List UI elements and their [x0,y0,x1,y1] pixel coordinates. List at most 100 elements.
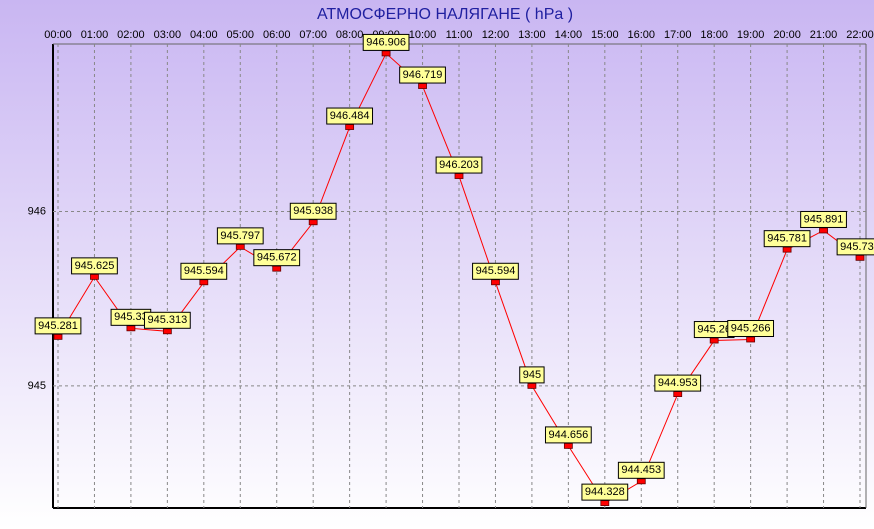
value-label-text: 945.281 [38,320,78,332]
x-tick-label: 06:00 [263,29,291,41]
value-label: 945.625 [71,257,118,275]
point-marker [527,382,537,389]
value-label-box [289,202,337,220]
x-tick-label: 10:00 [409,29,437,41]
point-marker [272,265,282,272]
value-label-text: 945.594 [476,265,516,277]
x-tick-label: 11:00 [446,29,473,41]
x-tick-label: 02:00 [117,29,145,41]
point-marker [600,500,610,507]
x-tick-label: 04:00 [190,29,218,41]
value-label-text: 945.891 [804,213,844,225]
point-marker [454,173,464,179]
x-tick-label: 07:00 [299,29,327,41]
value-label-box [519,366,545,384]
point-marker [308,219,318,226]
value-label-box [435,156,483,174]
value-label-text: 945.781 [767,233,807,245]
value-label-box [180,262,228,280]
x-tick-label: 03:00 [154,29,182,41]
value-label-box [544,426,592,444]
value-label: 945.266 [727,319,775,337]
point-marker [199,279,209,286]
value-label-box [216,227,264,245]
point-marker [673,391,683,397]
x-tick-label: 21:00 [810,29,838,41]
point-marker [90,273,99,280]
value-label: 945.594 [180,262,228,280]
value-label: 944.453 [617,461,665,479]
value-label: 946.484 [326,107,374,125]
point-marker [491,279,500,286]
value-label-box [727,319,775,337]
value-label-box [399,66,446,84]
value-label-text: 945.594 [184,265,224,277]
point-marker [162,328,172,335]
value-label-box [34,317,82,335]
value-label-text: 945.797 [220,230,260,242]
value-label: 945.781 [763,230,811,248]
value-label-text: 945.938 [293,205,333,217]
x-tick-label: 01:00 [81,29,109,41]
value-label-box [71,257,118,275]
value-label: 946.906 [362,33,410,51]
value-label-box [472,262,519,280]
point-marker [235,243,245,250]
y-tick-label: 945 [28,380,46,392]
value-label: 945.891 [800,210,847,228]
value-label-text: 945.734 [840,241,874,253]
x-tick-label: 15:00 [591,29,619,41]
value-label-text: 946.719 [403,69,443,81]
value-label: 945.672 [253,249,301,267]
value-label: 945.734 [836,238,874,256]
x-tick-label: 19:00 [737,29,765,41]
value-label-box [763,230,811,248]
point-marker [381,50,391,57]
x-tick-label: 20:00 [773,29,801,41]
value-label-text: 946.906 [366,36,406,48]
value-label-box [836,238,874,256]
value-label-box [654,374,702,392]
value-label: 946.719 [399,66,446,84]
value-label-text: 944.328 [585,486,625,498]
x-tick-label: 17:00 [664,29,692,41]
point-marker [53,333,63,340]
point-marker [563,443,573,449]
value-label: 944.328 [581,483,629,501]
value-label-text: 945 [523,369,541,381]
value-label: 946.203 [435,156,483,174]
value-label: 945.281 [34,317,82,335]
value-label: 945 [519,366,545,384]
point-marker [418,83,427,89]
x-tick-label: 05:00 [227,29,255,41]
point-marker [819,227,828,234]
value-label-text: 946.484 [330,110,370,122]
x-tick-label: 14:00 [555,29,583,41]
value-label: 945.797 [216,227,264,245]
value-label: 944.656 [544,426,592,444]
x-tick-label: 22:00 [846,29,874,41]
point-marker [782,246,792,253]
value-label-text: 945.625 [75,260,115,272]
value-label-box [362,33,410,51]
value-label-box [143,311,191,329]
x-tick-label: 12:00 [482,29,510,41]
value-label-text: 944.953 [658,377,698,389]
value-label-text: 944.453 [621,464,661,476]
value-label-box [326,107,374,125]
value-label-box [581,483,629,501]
value-label: 945.313 [143,311,191,329]
value-label-text: 946.203 [439,159,479,171]
value-label: 945.938 [289,202,337,220]
x-tick-label: 16:00 [628,29,656,41]
point-marker [636,478,646,485]
point-marker [345,124,355,130]
point-marker [746,336,756,343]
value-label-box [617,461,665,479]
value-label-box [800,210,847,228]
x-tick-label: 13:00 [518,29,546,41]
x-tick-label: 00:00 [44,29,72,41]
